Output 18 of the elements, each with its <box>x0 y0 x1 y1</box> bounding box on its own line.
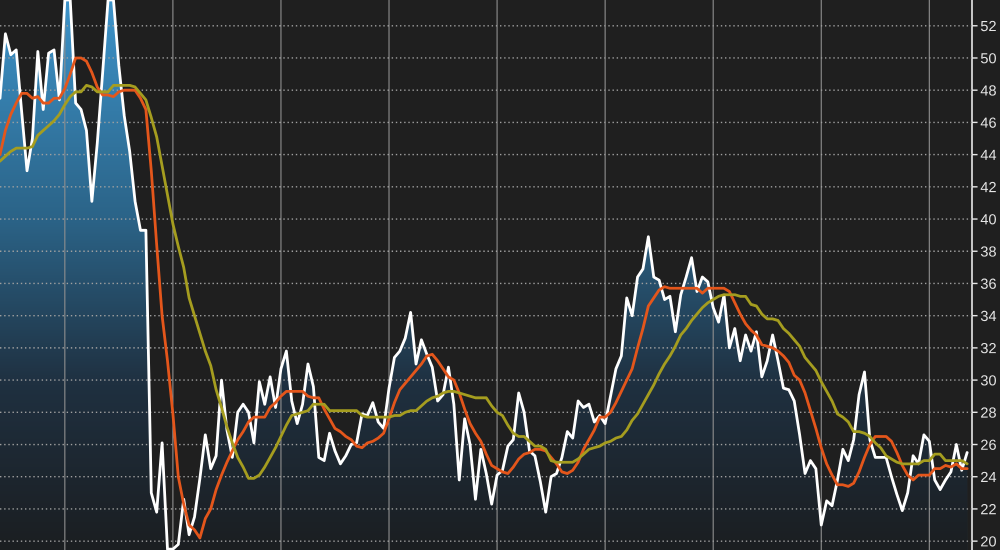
y-tick-label: 44 <box>980 150 996 160</box>
y-tick-label: 32 <box>980 342 996 354</box>
y-tick-label: 40 <box>980 214 996 224</box>
y-tick-label: 46 <box>980 118 996 128</box>
line-series <box>0 84 969 480</box>
y-tick-label: 34 <box>980 310 996 322</box>
y-tick-label: 28 <box>981 407 996 418</box>
y-tick-label: 22 <box>981 504 996 514</box>
y-tick-label: 20 <box>981 536 996 547</box>
y-tick-label: 38 <box>980 246 996 257</box>
y-tick-label: 36 <box>980 278 996 289</box>
y-tick-label: 48 <box>980 85 996 96</box>
y-tick-label: 52 <box>980 20 996 32</box>
y-tick-label: 50 <box>980 53 996 64</box>
y-tick-label: 24 <box>981 472 996 482</box>
y-tick-label: 26 <box>981 440 996 450</box>
y-tick-label: 30 <box>980 375 996 386</box>
y-tick-label: 42 <box>980 182 996 192</box>
